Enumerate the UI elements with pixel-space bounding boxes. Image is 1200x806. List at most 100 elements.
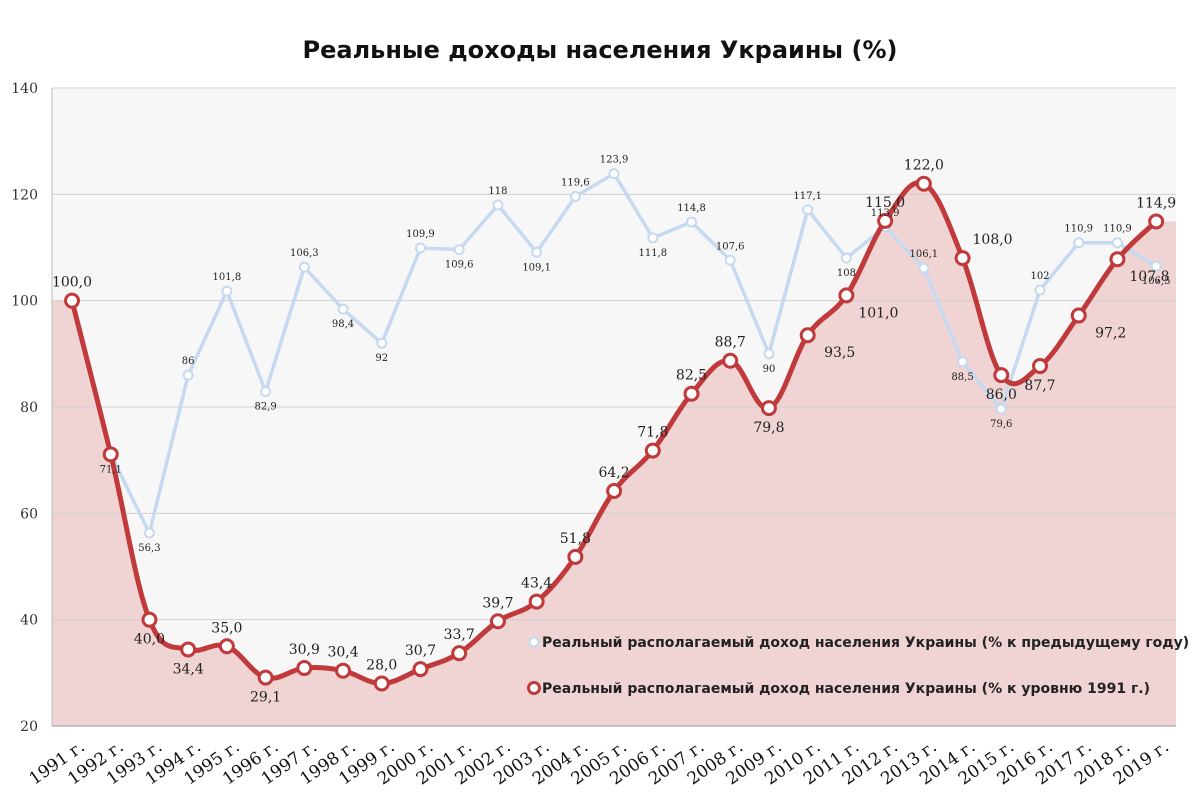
data-label-level-1991: 108,0 — [973, 232, 1013, 248]
data-point-previous-year — [918, 262, 930, 274]
data-point-previous-year — [608, 168, 620, 180]
data-label-previous-year: 109,9 — [406, 229, 435, 240]
data-point-previous-year — [337, 303, 349, 315]
series-line-previous-year — [109, 171, 1158, 535]
data-label-previous-year: 117,1 — [793, 191, 822, 202]
data-point-previous-year — [802, 204, 814, 216]
data-label-previous-year: 113,9 — [871, 208, 900, 219]
y-tick-label: 100 — [11, 294, 38, 310]
data-point-level-1991 — [993, 367, 1010, 384]
data-point-previous-year — [221, 285, 233, 297]
data-point-previous-year — [414, 242, 426, 254]
data-point-previous-year — [724, 254, 736, 266]
data-point-level-1991 — [760, 400, 777, 417]
data-point-level-1991 — [1148, 213, 1165, 230]
data-point-level-1991 — [335, 662, 352, 679]
legend-marker-previous-year — [528, 636, 540, 648]
data-label-level-1991: 29,1 — [250, 690, 281, 706]
data-point-previous-year — [957, 356, 969, 368]
data-point-level-1991 — [64, 292, 80, 309]
y-tick-label: 80 — [20, 400, 38, 416]
data-point-previous-year — [1034, 284, 1046, 296]
data-label-previous-year: 110,9 — [1103, 224, 1132, 235]
data-label-level-1991: 100,0 — [52, 275, 92, 291]
data-point-level-1991 — [180, 641, 197, 658]
data-point-previous-year — [995, 403, 1007, 415]
data-point-previous-year — [1073, 237, 1085, 249]
data-point-previous-year — [492, 199, 504, 211]
data-label-level-1991: 93,5 — [824, 345, 855, 361]
data-label-level-1991: 88,7 — [715, 335, 746, 351]
data-point-level-1991 — [683, 385, 700, 402]
data-point-previous-year — [1150, 260, 1162, 272]
data-point-previous-year — [1111, 237, 1123, 249]
data-label-previous-year: 71,1 — [100, 464, 122, 475]
legend-marker-level-1991 — [527, 681, 541, 695]
data-point-level-1991 — [606, 483, 623, 500]
data-point-level-1991 — [954, 250, 971, 267]
data-label-level-1991: 34,4 — [173, 661, 204, 677]
data-point-previous-year — [531, 246, 543, 258]
data-label-previous-year: 111,8 — [638, 248, 667, 259]
y-tick-label: 60 — [20, 506, 38, 522]
data-point-level-1991 — [296, 660, 313, 677]
data-label-previous-year: 114,8 — [677, 203, 706, 214]
data-label-level-1991: 101,0 — [858, 305, 898, 321]
data-label-level-1991: 115,0 — [865, 195, 905, 211]
data-point-level-1991 — [218, 638, 235, 655]
data-label-level-1991: 122,0 — [904, 158, 944, 174]
data-label-previous-year: 88,5 — [951, 372, 973, 383]
data-label-level-1991: 79,8 — [753, 420, 784, 436]
data-point-previous-year — [453, 244, 465, 256]
data-label-level-1991: 114,9 — [1136, 195, 1176, 211]
data-label-level-1991: 33,7 — [444, 627, 475, 643]
data-label-level-1991: 86,0 — [986, 387, 1017, 403]
y-tick-label: 140 — [11, 81, 38, 97]
data-label-previous-year: 106,3 — [290, 248, 319, 259]
data-label-previous-year: 98,4 — [332, 319, 354, 330]
data-point-previous-year — [376, 337, 388, 349]
data-label-previous-year: 82,9 — [254, 402, 276, 413]
legend-label-level-1991: Реальный располагаемый доход населения У… — [542, 681, 1150, 697]
data-point-level-1991 — [102, 446, 119, 463]
data-label-previous-year: 109,1 — [522, 262, 551, 273]
y-tick-label: 120 — [11, 187, 38, 203]
data-label-level-1991: 97,2 — [1095, 326, 1126, 342]
data-point-level-1991 — [567, 548, 584, 565]
data-label-level-1991: 43,4 — [521, 576, 552, 592]
data-label-previous-year: 107,6 — [716, 241, 745, 252]
data-point-level-1991 — [373, 675, 390, 692]
data-point-previous-year — [686, 216, 698, 228]
data-label-level-1991: 30,4 — [327, 645, 358, 661]
data-point-previous-year — [143, 527, 155, 539]
data-label-previous-year: 102 — [1030, 271, 1049, 282]
data-point-level-1991 — [838, 287, 855, 304]
data-label-level-1991: 71,8 — [637, 425, 668, 441]
data-point-previous-year — [260, 386, 272, 398]
data-label-previous-year: 106,1 — [910, 249, 939, 260]
data-label-previous-year: 101,8 — [213, 272, 242, 283]
data-label-level-1991: 64,2 — [598, 465, 629, 481]
data-point-level-1991 — [1070, 307, 1087, 324]
data-point-previous-year — [647, 232, 659, 244]
data-label-previous-year: 56,3 — [138, 543, 160, 554]
data-label-previous-year: 106,5 — [1142, 276, 1171, 287]
legend: Реальный располагаемый доход населения У… — [527, 635, 1189, 697]
data-point-level-1991 — [799, 327, 816, 344]
data-label-level-1991: 30,9 — [289, 642, 320, 658]
data-label-previous-year: 118 — [488, 186, 507, 197]
data-point-level-1991 — [257, 669, 274, 686]
data-point-previous-year — [763, 348, 775, 360]
data-point-level-1991 — [722, 352, 739, 369]
data-label-level-1991: 87,7 — [1024, 378, 1055, 394]
data-label-previous-year: 110,9 — [1064, 224, 1093, 235]
data-point-level-1991 — [141, 611, 158, 628]
data-label-previous-year: 108 — [837, 268, 856, 279]
data-point-previous-year — [840, 252, 852, 264]
chart-title: Реальные доходы населения Украины (%) — [303, 36, 898, 64]
legend-label-previous-year: Реальный располагаемый доход населения У… — [542, 635, 1189, 651]
data-label-previous-year: 79,6 — [990, 419, 1012, 430]
y-tick-label: 20 — [20, 719, 38, 735]
